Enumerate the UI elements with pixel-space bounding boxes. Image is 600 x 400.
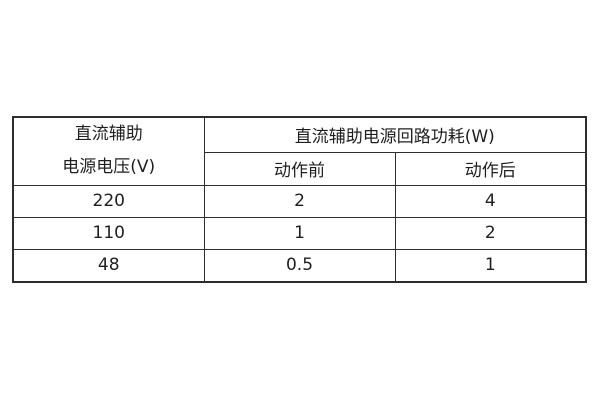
voltage-cell: 48 bbox=[12, 248, 205, 283]
before-value-cell: 2 bbox=[203, 184, 396, 218]
header-voltage-line2: 电源电压(V) bbox=[62, 157, 156, 178]
after-value-cell: 4 bbox=[394, 184, 587, 218]
header-voltage-cell: 直流辅助 电源电压(V) bbox=[12, 116, 205, 186]
voltage-cell: 220 bbox=[12, 184, 205, 218]
after-value-cell: 2 bbox=[394, 216, 587, 250]
header-power-group-cell: 直流辅助电源回路功耗(W) bbox=[203, 116, 587, 153]
after-value-cell: 1 bbox=[394, 248, 587, 283]
before-value-cell: 0.5 bbox=[203, 248, 396, 283]
before-value-cell: 1 bbox=[203, 216, 396, 250]
header-after-cell: 动作后 bbox=[394, 151, 587, 186]
table-row: 220 2 4 bbox=[12, 184, 587, 218]
table-row: 48 0.5 1 bbox=[12, 248, 587, 283]
header-before-cell: 动作前 bbox=[203, 151, 396, 186]
voltage-cell: 110 bbox=[12, 216, 205, 250]
header-voltage-line1: 直流辅助 bbox=[74, 124, 143, 145]
power-consumption-table: 直流辅助 电源电压(V) 直流辅助电源回路功耗(W) 动作前 动作后 220 2… bbox=[12, 116, 587, 283]
header-row-sub: 动作前 动作后 bbox=[13, 151, 587, 186]
header-row-group: 直流辅助 电源电压(V) 直流辅助电源回路功耗(W) bbox=[12, 116, 587, 186]
table-row: 110 1 2 bbox=[12, 216, 587, 250]
